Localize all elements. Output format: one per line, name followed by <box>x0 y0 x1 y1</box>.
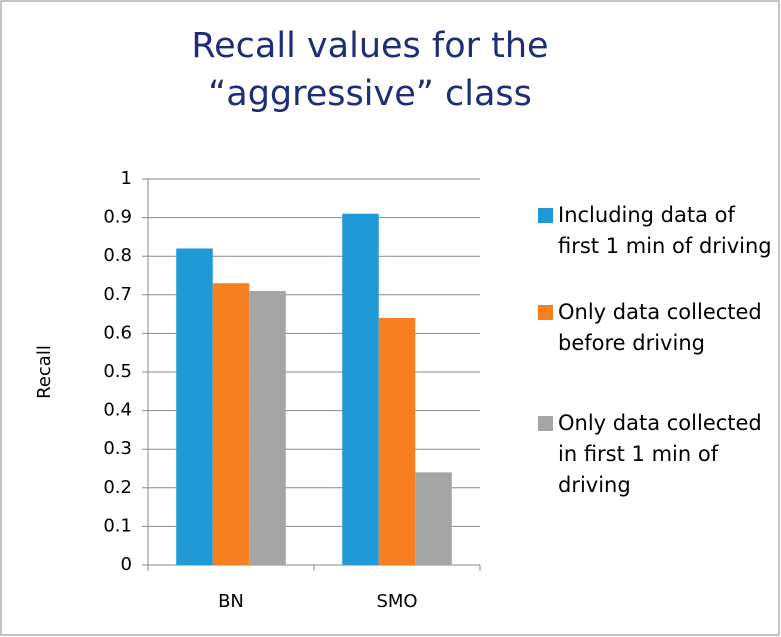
y-axis-label: Recall <box>34 345 55 399</box>
legend-label: Including data of first 1 min of driving <box>558 203 772 258</box>
legend-label: Only data collected before driving <box>558 300 762 355</box>
x-tick-label: SMO <box>376 591 417 612</box>
y-tick-label: 0.8 <box>103 245 132 266</box>
legend-label: Only data collected in first 1 min of dr… <box>558 411 762 497</box>
legend-item: Only data collected in first 1 min of dr… <box>538 408 773 501</box>
y-tick-label: 0.7 <box>103 284 132 305</box>
bar <box>342 213 379 566</box>
y-tick-label: 0.2 <box>103 477 132 498</box>
y-tick-label: 0.4 <box>103 400 132 421</box>
y-tick-label: 0.5 <box>103 361 132 382</box>
y-tick-label: 0 <box>121 554 132 575</box>
legend-swatch <box>538 208 553 223</box>
legend-item: Only data collected before driving <box>538 297 773 359</box>
y-tick-label: 0.3 <box>103 438 132 459</box>
chart-title: Recall values for the “aggressive” class <box>191 26 549 114</box>
bar <box>378 317 416 565</box>
bar <box>176 248 213 566</box>
y-tick-label: 0.6 <box>103 322 132 343</box>
y-tick-label: 1 <box>121 168 132 189</box>
legend-swatch <box>538 416 553 431</box>
x-tick-label: BN <box>218 591 244 612</box>
legend-swatch <box>538 305 553 320</box>
bar <box>212 283 250 565</box>
legend-item: Including data of first 1 min of driving <box>538 200 773 262</box>
y-tick-label: 0.9 <box>103 207 132 228</box>
y-tick-label: 0.1 <box>103 515 132 536</box>
bar <box>249 290 286 565</box>
bar <box>415 472 452 565</box>
